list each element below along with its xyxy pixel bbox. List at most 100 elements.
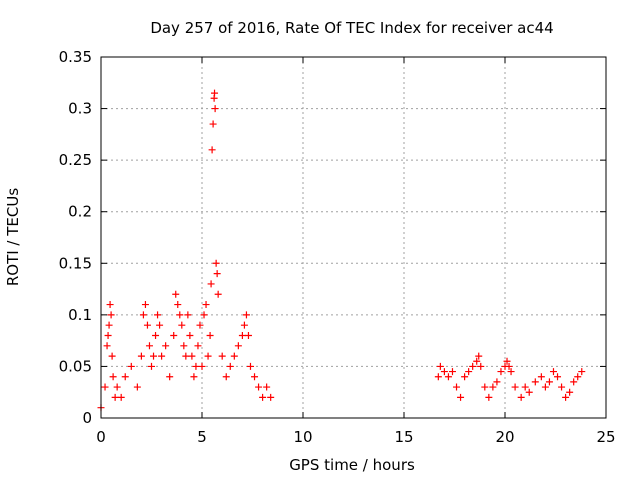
y-tick-label: 0.05 bbox=[59, 357, 92, 375]
data-point bbox=[150, 352, 158, 360]
data-point bbox=[190, 373, 198, 381]
plot-frame bbox=[100, 56, 607, 419]
data-point bbox=[517, 393, 525, 401]
data-point bbox=[178, 321, 186, 329]
data-point bbox=[200, 311, 208, 319]
data-point bbox=[461, 373, 469, 381]
data-point bbox=[113, 383, 121, 391]
x-axis-label: GPS time / hours bbox=[289, 456, 415, 474]
data-point bbox=[141, 301, 149, 309]
data-point bbox=[162, 342, 170, 350]
data-point bbox=[489, 383, 497, 391]
data-point bbox=[188, 352, 196, 360]
data-point bbox=[133, 383, 141, 391]
data-point bbox=[109, 373, 117, 381]
data-point bbox=[497, 368, 505, 376]
data-point bbox=[207, 280, 215, 288]
data-point bbox=[234, 342, 242, 350]
data-point bbox=[242, 311, 250, 319]
ticks: 0 5 10 15 20 25 0 0.05 0.1 0.15 0.2 0.25 0.3 0.35 bbox=[59, 48, 616, 446]
data-point bbox=[537, 373, 545, 381]
data-point bbox=[196, 321, 204, 329]
data-point bbox=[481, 383, 489, 391]
data-point bbox=[192, 362, 200, 370]
x-tick-label: 20 bbox=[495, 428, 514, 446]
data-point bbox=[475, 352, 483, 360]
data-point bbox=[108, 352, 116, 360]
data-point bbox=[198, 362, 206, 370]
y-axis-label: ROTI / TECUs bbox=[4, 188, 22, 286]
data-point bbox=[238, 331, 246, 339]
data-point bbox=[101, 383, 109, 391]
data-point bbox=[170, 331, 178, 339]
data-point bbox=[104, 331, 112, 339]
x-tick-label: 0 bbox=[96, 428, 106, 446]
data-point bbox=[473, 357, 481, 365]
data-point bbox=[117, 393, 125, 401]
data-point bbox=[465, 368, 473, 376]
data-point bbox=[156, 321, 164, 329]
data-point bbox=[137, 352, 145, 360]
data-point bbox=[554, 373, 562, 381]
y-tick-label: 0.1 bbox=[68, 306, 92, 324]
y-tick-label: 0 bbox=[82, 409, 92, 427]
data-point bbox=[485, 393, 493, 401]
data-point bbox=[531, 378, 539, 386]
data-point bbox=[541, 383, 549, 391]
data-point bbox=[213, 270, 221, 278]
data-point bbox=[214, 290, 222, 298]
data-point bbox=[184, 311, 192, 319]
data-point bbox=[145, 342, 153, 350]
data-point bbox=[172, 290, 180, 298]
data-point bbox=[558, 383, 566, 391]
data-point bbox=[202, 301, 210, 309]
data-point bbox=[469, 362, 477, 370]
data-point bbox=[240, 321, 248, 329]
data-point bbox=[263, 383, 271, 391]
data-point bbox=[259, 393, 267, 401]
data-point bbox=[182, 352, 190, 360]
data-point bbox=[521, 383, 529, 391]
data-point bbox=[176, 311, 184, 319]
data-point bbox=[493, 378, 501, 386]
data-point bbox=[206, 331, 214, 339]
y-tick-label: 0.3 bbox=[68, 100, 92, 118]
x-tick-label: 10 bbox=[293, 428, 312, 446]
data-point bbox=[255, 383, 263, 391]
data-point bbox=[103, 342, 111, 350]
data-point bbox=[186, 331, 194, 339]
data-point bbox=[549, 368, 557, 376]
data-point bbox=[453, 383, 461, 391]
data-point bbox=[139, 311, 147, 319]
data-point bbox=[211, 105, 219, 113]
grid bbox=[101, 57, 606, 418]
data-point bbox=[166, 373, 174, 381]
data-point bbox=[578, 368, 586, 376]
data-point bbox=[562, 393, 570, 401]
data-point bbox=[436, 362, 444, 370]
data-point bbox=[211, 89, 219, 97]
data-point bbox=[209, 120, 217, 128]
x-tick-label: 5 bbox=[197, 428, 207, 446]
data-point bbox=[477, 362, 485, 370]
chart-title: Day 257 of 2016, Rate Of TEC Index for r… bbox=[150, 19, 553, 37]
data-point bbox=[457, 393, 465, 401]
data-point bbox=[194, 342, 202, 350]
data-point bbox=[505, 362, 513, 370]
data-point bbox=[111, 393, 119, 401]
x-tick-label: 15 bbox=[394, 428, 413, 446]
data-point bbox=[226, 362, 234, 370]
data-point bbox=[545, 378, 553, 386]
data-point bbox=[434, 373, 442, 381]
y-tick-label: 0.15 bbox=[59, 254, 92, 272]
data-point bbox=[511, 383, 519, 391]
data-point bbox=[106, 301, 114, 309]
y-tick-label: 0.35 bbox=[59, 48, 92, 66]
data-point bbox=[230, 352, 238, 360]
data-point bbox=[525, 388, 533, 396]
data-point bbox=[158, 352, 166, 360]
data-point bbox=[180, 342, 188, 350]
data-point bbox=[503, 357, 511, 365]
data-point bbox=[222, 373, 230, 381]
